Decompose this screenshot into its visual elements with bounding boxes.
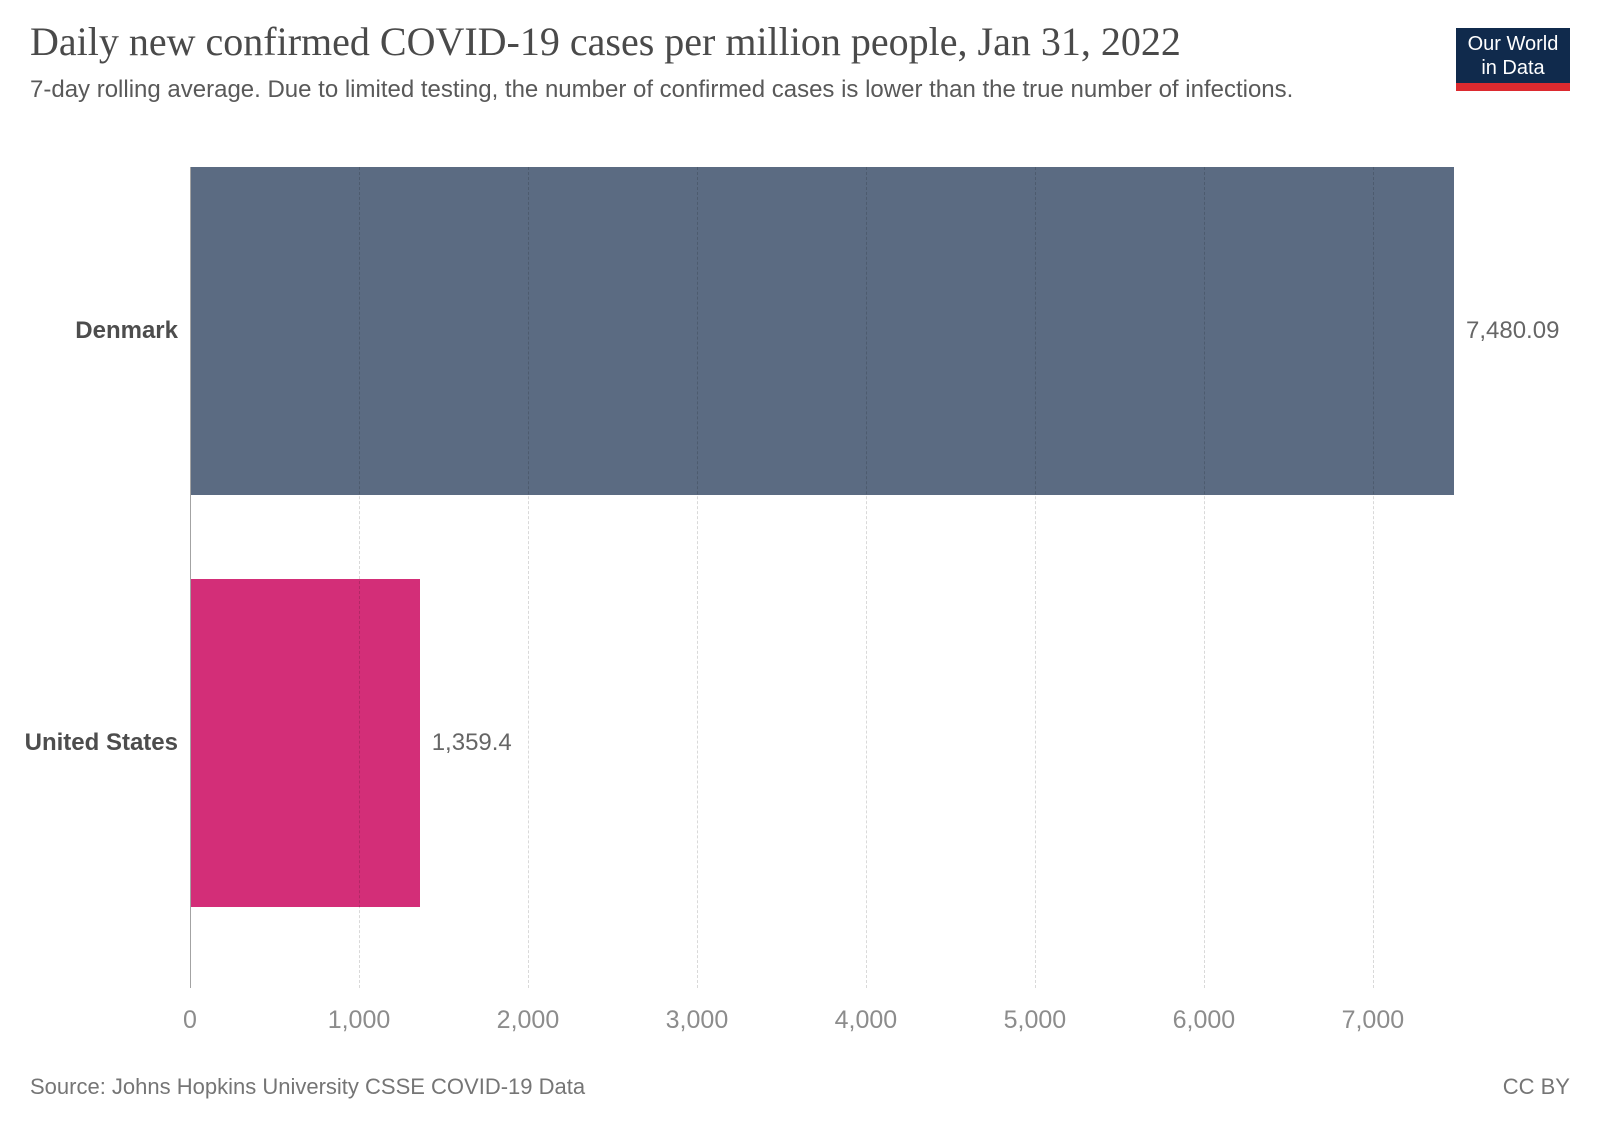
chart-title: Daily new confirmed COVID-19 cases per m… bbox=[30, 19, 1181, 64]
gridline-5000 bbox=[1034, 167, 1036, 988]
chart-subtitle: 7-day rolling average. Due to limited te… bbox=[30, 76, 1294, 103]
x-tick-label-3000: 3,000 bbox=[665, 1006, 729, 1034]
x-tick-label-0: 0 bbox=[183, 1006, 197, 1034]
x-tick-label-7000: 7,000 bbox=[1341, 1006, 1405, 1034]
category-label-united-states: United States bbox=[24, 729, 178, 756]
bar-united-states[interactable] bbox=[190, 579, 420, 907]
x-tick-label-5000: 5,000 bbox=[1003, 1006, 1067, 1034]
value-label-denmark: 7,480.09 bbox=[1466, 317, 1560, 344]
license-note[interactable]: CC BY bbox=[1502, 1074, 1570, 1099]
gridline-4000 bbox=[865, 167, 867, 988]
x-tick-label-2000: 2,000 bbox=[496, 1006, 560, 1034]
bar-chart-plot: 0 1,000 2,000 3,000 4,000 5,000 6,000 7,000 Denm… bbox=[25, 167, 1559, 1034]
owid-logo-line2: in Data bbox=[1481, 56, 1545, 79]
gridline-2000 bbox=[527, 167, 529, 988]
gridline-7000 bbox=[1372, 167, 1374, 988]
bar-denmark[interactable] bbox=[190, 167, 1454, 495]
owid-logo: Our World in Data bbox=[1456, 28, 1570, 91]
x-tick-label-1000: 1,000 bbox=[327, 1006, 391, 1034]
x-tick-label-4000: 4,000 bbox=[834, 1006, 898, 1034]
source-note: Source: Johns Hopkins University CSSE CO… bbox=[30, 1074, 586, 1099]
chart-footer: Source: Johns Hopkins University CSSE CO… bbox=[30, 1074, 1570, 1100]
x-axis-line bbox=[190, 167, 191, 988]
gridline-6000 bbox=[1203, 167, 1205, 988]
x-tick-label-6000: 6,000 bbox=[1172, 1006, 1236, 1034]
value-label-united-states: 1,359.4 bbox=[431, 729, 512, 756]
gridline-3000 bbox=[696, 167, 698, 988]
owid-logo-line1: Our World bbox=[1467, 32, 1559, 55]
category-label-denmark: Denmark bbox=[75, 317, 178, 344]
gridline-1000 bbox=[358, 167, 360, 988]
